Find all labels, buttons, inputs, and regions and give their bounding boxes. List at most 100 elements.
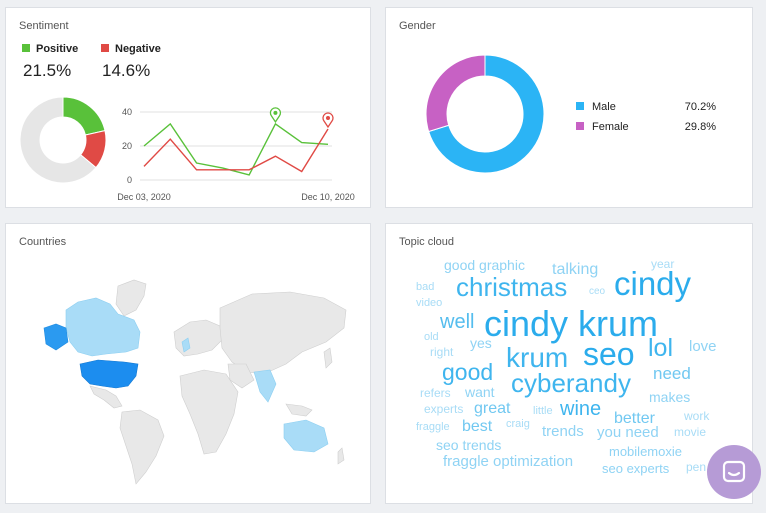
map-usa <box>79 359 139 389</box>
sentiment-line-chart: 0 20 40 Dec 03, 2020 Dec 10, 2020 <box>117 107 355 202</box>
topic-word[interactable]: fraggle <box>416 421 450 433</box>
topic-word[interactable]: want <box>465 384 495 400</box>
topic-word[interactable]: fraggle optimization <box>443 453 574 470</box>
negative-percentage: 14.6% <box>102 61 151 80</box>
map-europe <box>173 319 223 357</box>
topic-word[interactable]: cindy krum <box>484 303 659 344</box>
gender-donut-chart <box>425 54 545 174</box>
chat-launcher-button[interactable] <box>707 445 761 499</box>
topic-word[interactable]: krum <box>506 342 569 373</box>
y-tick-label: 20 <box>122 141 132 151</box>
x-tick-label: Dec 10, 2020 <box>301 192 355 202</box>
topic-word[interactable]: talking <box>552 261 599 278</box>
positive-label: Positive <box>36 43 79 55</box>
topic-word[interactable]: mobilemoxie <box>609 444 682 459</box>
topic-word[interactable]: good graphic <box>444 257 525 273</box>
positive-percentage: 21.5% <box>23 61 72 80</box>
female-value: 29.8% <box>684 121 716 133</box>
sentiment-panel: Sentiment Positive Negative 21.5% 14.6% … <box>5 7 371 208</box>
male-swatch <box>576 102 584 110</box>
negative-label: Negative <box>115 43 161 55</box>
topic-word[interactable]: cindy <box>614 265 692 302</box>
topic-word[interactable]: need <box>653 364 691 383</box>
series-line-negative[interactable] <box>143 128 329 173</box>
gender-legend-female[interactable]: Female 29.8% <box>576 121 716 133</box>
topic-word[interactable]: trends <box>542 423 584 440</box>
topic-cloud-panel: Topic cloud good graphic year bad talking ch… <box>385 223 753 504</box>
topic-word[interactable]: christmas <box>456 272 568 302</box>
topic-word[interactable]: seo trends <box>436 437 502 453</box>
map-alaska <box>43 323 69 351</box>
topic-word[interactable]: bad <box>416 281 435 293</box>
series-line-positive[interactable] <box>143 122 329 176</box>
topic-word[interactable]: makes <box>649 389 691 405</box>
topic-word[interactable]: seo experts <box>602 461 670 476</box>
topic-word[interactable]: refers <box>420 386 451 400</box>
topic-word[interactable]: movie <box>674 425 707 439</box>
topic-word[interactable]: year <box>651 257 675 271</box>
positive-swatch <box>22 44 30 52</box>
male-label: Male <box>592 101 616 113</box>
map-se-asia <box>285 403 313 417</box>
male-value: 70.2% <box>684 101 716 113</box>
map-asia <box>219 291 347 375</box>
slice-male[interactable] <box>428 54 545 174</box>
map-africa <box>179 369 239 455</box>
negative-swatch <box>101 44 109 52</box>
topic-word[interactable]: better <box>614 410 655 427</box>
female-swatch <box>576 122 584 130</box>
map-canada <box>65 297 141 357</box>
x-tick-label: Dec 03, 2020 <box>117 192 171 202</box>
map-india <box>253 369 277 403</box>
map-uk <box>181 337 191 353</box>
countries-title: Countries <box>19 236 67 248</box>
marker-pin-icon[interactable] <box>322 112 334 129</box>
topic-word[interactable]: great <box>474 400 511 417</box>
gender-legend-male[interactable]: Male 70.2% <box>576 101 716 113</box>
slice-positive[interactable] <box>62 96 106 136</box>
map-mexico <box>89 385 123 409</box>
sentiment-donut-chart <box>19 96 107 184</box>
topic-word[interactable]: craig <box>506 418 530 430</box>
topic-word[interactable]: video <box>416 297 443 309</box>
countries-panel: Countries <box>5 223 371 504</box>
topic-word[interactable]: cyberandy <box>511 368 631 398</box>
slice-other[interactable] <box>19 96 97 184</box>
topic-word[interactable]: little <box>533 405 553 417</box>
topic-word[interactable]: wine <box>560 398 602 420</box>
map-greenland <box>115 279 147 317</box>
map-japan <box>323 347 333 369</box>
topic-word-cloud: good graphic year bad talking christmas cindy… <box>386 224 752 503</box>
topic-word[interactable]: pen <box>686 460 707 474</box>
marker-pin-icon[interactable] <box>269 107 282 124</box>
sentiment-title: Sentiment <box>19 20 69 32</box>
topic-word[interactable]: right <box>430 345 454 359</box>
map-new-zealand <box>337 447 345 465</box>
map-middle-east <box>227 363 255 389</box>
topic-word[interactable]: yes <box>470 335 492 351</box>
topic-word[interactable]: old <box>424 331 439 343</box>
topic-cloud-title: Topic cloud <box>399 236 455 248</box>
topic-word[interactable]: you need <box>597 424 659 441</box>
slice-female[interactable] <box>425 54 486 133</box>
topic-word[interactable]: lol <box>648 334 674 362</box>
map-south-america <box>119 409 165 485</box>
y-tick-label: 0 <box>127 175 132 185</box>
topic-word[interactable]: best <box>462 418 493 435</box>
y-tick-label: 40 <box>122 107 132 117</box>
legend-positive[interactable]: Positive <box>22 43 78 55</box>
gender-title: Gender <box>399 20 436 32</box>
legend-negative[interactable]: Negative <box>101 43 161 55</box>
world-map[interactable] <box>6 224 371 504</box>
topic-word[interactable]: well <box>440 311 475 333</box>
topic-word[interactable]: experts <box>424 402 464 416</box>
topic-word[interactable]: love <box>689 338 717 355</box>
topic-word[interactable]: ceo <box>589 286 606 297</box>
topic-word[interactable]: work <box>684 409 710 423</box>
topic-word[interactable]: good <box>442 359 494 385</box>
map-australia <box>283 419 329 453</box>
topic-word[interactable]: seo <box>583 336 635 372</box>
gender-panel: Gender Male 70.2% Female 29.8% <box>385 7 753 208</box>
chat-icon <box>722 460 746 483</box>
female-label: Female <box>592 121 629 133</box>
